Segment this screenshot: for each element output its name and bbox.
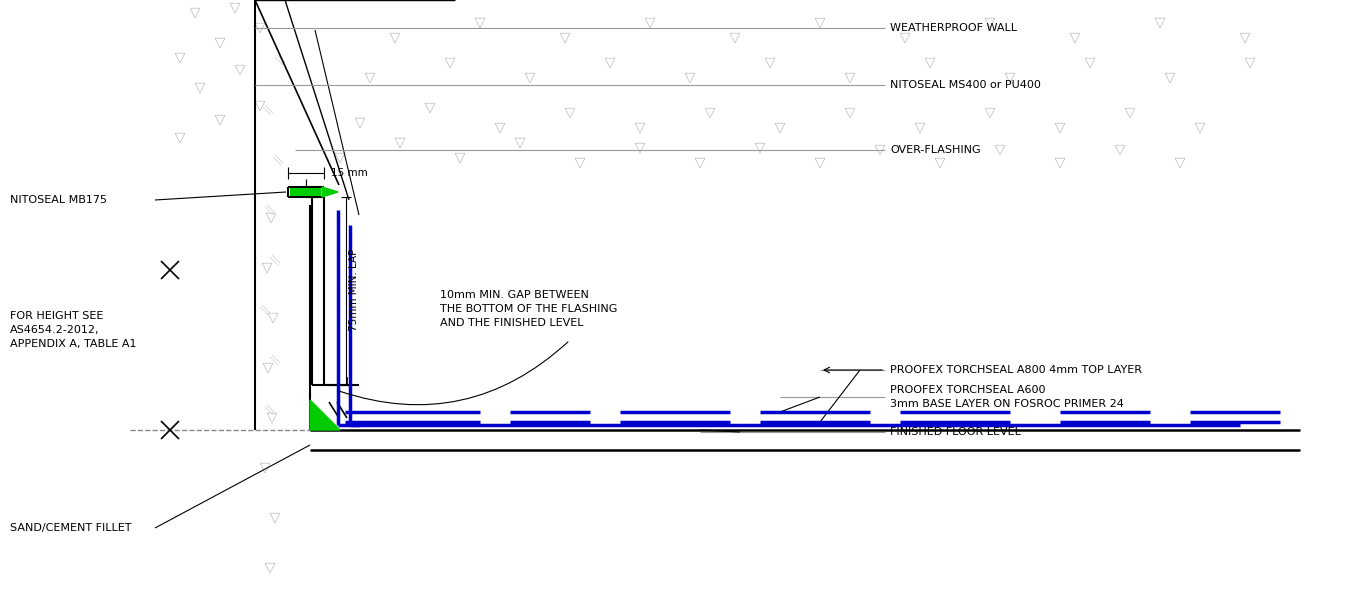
Polygon shape bbox=[290, 188, 321, 196]
Text: NITOSEAL MB175: NITOSEAL MB175 bbox=[10, 195, 107, 205]
Text: FINISHED FLOOR LEVEL: FINISHED FLOOR LEVEL bbox=[891, 427, 1020, 437]
Text: PROOFEX TORCHSEAL A600
3mm BASE LAYER ON FOSROC PRIMER 24: PROOFEX TORCHSEAL A600 3mm BASE LAYER ON… bbox=[891, 386, 1124, 408]
Text: OVER-FLASHING: OVER-FLASHING bbox=[891, 145, 981, 155]
Polygon shape bbox=[322, 187, 337, 197]
Text: 10mm MIN. GAP BETWEEN
THE BOTTOM OF THE FLASHING
AND THE FINISHED LEVEL: 10mm MIN. GAP BETWEEN THE BOTTOM OF THE … bbox=[440, 290, 617, 328]
Polygon shape bbox=[310, 400, 340, 430]
Text: NITOSEAL MS400 or PU400: NITOSEAL MS400 or PU400 bbox=[891, 80, 1041, 90]
Text: SAND/CEMENT FILLET: SAND/CEMENT FILLET bbox=[10, 523, 131, 533]
Text: WEATHERPROOF WALL: WEATHERPROOF WALL bbox=[891, 23, 1018, 33]
Text: 15 mm: 15 mm bbox=[331, 168, 367, 178]
FancyArrowPatch shape bbox=[340, 342, 568, 405]
Text: PROOFEX TORCHSEAL A800 4mm TOP LAYER: PROOFEX TORCHSEAL A800 4mm TOP LAYER bbox=[891, 365, 1142, 375]
Text: 75mm MIN. LAP: 75mm MIN. LAP bbox=[348, 249, 359, 331]
Text: FOR HEIGHT SEE
AS4654.2-2012,
APPENDIX A, TABLE A1: FOR HEIGHT SEE AS4654.2-2012, APPENDIX A… bbox=[10, 311, 137, 349]
